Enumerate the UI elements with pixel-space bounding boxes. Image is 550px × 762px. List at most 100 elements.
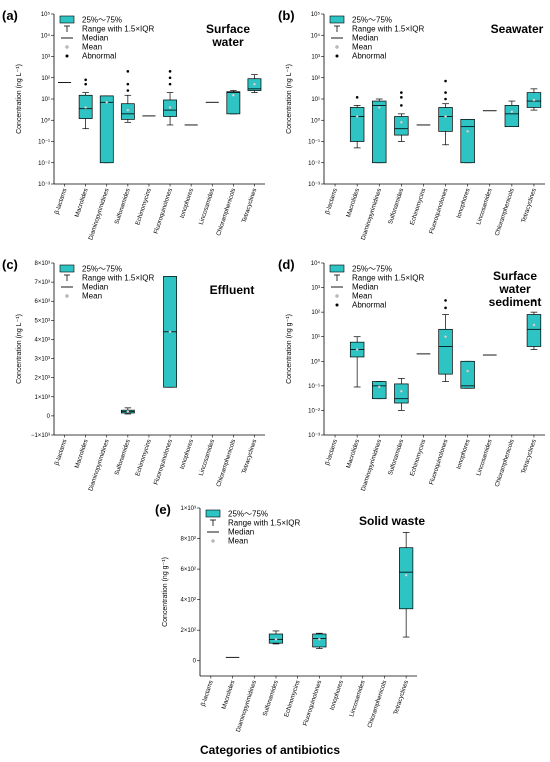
panel-title: water (498, 282, 531, 296)
y-axis-label: Concentration (ng L⁻¹) (16, 64, 23, 134)
x-tick-label: Sulfonamides (387, 187, 405, 225)
box-mean-point (404, 573, 408, 577)
box-Ionophores (460, 360, 475, 389)
y-tick-label: 2×10³ (34, 376, 50, 382)
box-mean-point (126, 108, 130, 112)
y-tick-label: 10⁰ (311, 117, 321, 124)
y-tick-label: 10⁵ (41, 11, 51, 18)
y-tick-label: 2×10² (180, 628, 196, 634)
y-tick-label: 10⁻¹ (308, 140, 320, 146)
y-tick-label: 8×10³ (34, 261, 50, 267)
panel-d: 10⁻³ 10⁻² 10⁻¹ 10⁰ 10¹ 10² 10³ 10⁴ β-lactams Macr… (278, 257, 545, 492)
y-axis-label: Concentration (ng L⁻¹) (286, 64, 293, 134)
box-outlier-point (400, 104, 403, 107)
legend-mean-swatch (335, 45, 339, 49)
legend-mean-label: Mean (82, 43, 102, 52)
legend-box-label: 25%～75% (82, 16, 122, 25)
y-tick-label: 4×10² (180, 598, 196, 604)
legend-mean-swatch (65, 294, 69, 298)
box-Macrolides (78, 78, 93, 130)
x-tick-label: β-lactams (53, 438, 68, 466)
x-tick-label: Tetracyclines (520, 438, 538, 474)
x-tick-label: Ionophores (455, 438, 471, 470)
y-tick-label: 10¹ (311, 335, 320, 341)
x-tick-label: Echinomycins (409, 187, 427, 225)
legend-box-swatch (329, 15, 345, 24)
legend-box-label: 25%～75% (82, 265, 122, 274)
y-tick-label: 6×10² (180, 567, 196, 573)
legend-mean-swatch (335, 294, 339, 298)
box-outlier-point (126, 82, 130, 86)
legend-mean-swatch (211, 539, 215, 543)
panel-title: Surface (206, 22, 250, 36)
box-Fluoroquinolones (163, 70, 177, 126)
box-outlier-point (444, 97, 447, 101)
legend-mean-label: Mean (82, 292, 102, 301)
box-outlier-point (84, 78, 87, 82)
x-tick-label: Diaminopyrimidines (87, 187, 110, 241)
y-tick-label: 10² (311, 76, 320, 82)
box-Macrolides (349, 96, 365, 149)
box-Diaminopyrimidines (99, 95, 114, 164)
box-mean-point (377, 385, 381, 389)
box-mean-point (377, 106, 381, 109)
x-tick-label: β-lactams (324, 438, 339, 466)
x-tick-label: Fluoroquinolones (428, 187, 449, 234)
panel-label: (d) (278, 257, 295, 272)
legend-box-label: 25%～75% (228, 510, 268, 519)
y-tick-label: 5×10³ (34, 318, 50, 324)
box-mean-point (466, 369, 469, 373)
box-iqr (438, 107, 453, 132)
x-tick-label: Diaminopyrimidines (360, 438, 383, 492)
x-tick-label: Chloramphenicols (494, 438, 516, 487)
box-iqr (372, 100, 387, 164)
panel-title: Effluent (210, 283, 255, 297)
y-tick-label: −1×10³ (31, 433, 50, 439)
legend-range-label: Range with 1.5×IQR (228, 519, 300, 528)
box-Sulfonamides (120, 70, 135, 123)
x-tick-label: Tetracyclines (241, 438, 259, 474)
box-Sulfonamides (120, 407, 135, 415)
box-Macrolides (349, 336, 365, 388)
legend-box-swatch (205, 509, 221, 518)
x-tick-label: Echinomycins (134, 438, 152, 476)
box-mean-point (444, 115, 447, 118)
box-outlier-point (355, 96, 359, 99)
box-mean-point (126, 410, 130, 413)
box-iqr (460, 119, 475, 164)
box-Chloramphenicols (226, 90, 241, 115)
x-tick-label: β-lactams (324, 187, 339, 215)
box-Fluoroquinolones (312, 632, 327, 649)
x-tick-label: Macrolides (345, 438, 361, 469)
x-tick-label: Fluoroquinolones (153, 187, 174, 234)
y-tick-label: 10² (41, 76, 50, 82)
y-tick-label: 7×10³ (34, 280, 50, 286)
box-Fluoroquinolones (438, 79, 453, 146)
y-axis-label: Concentration (ng g⁻¹) (162, 557, 169, 627)
box-Tetracyclines (399, 532, 414, 638)
x-tick-label: Echinomycins (134, 187, 152, 225)
x-tick-label: Ionophores (329, 679, 345, 711)
x-tick-label: Sulfonamides (387, 438, 405, 476)
box-mean-point (84, 106, 88, 109)
box-mean-point (105, 100, 109, 104)
x-tick-label: Diaminopyrimidines (360, 187, 383, 241)
box-mean-point (510, 110, 514, 114)
box-Fluoroquinolones (163, 276, 177, 388)
y-tick-label: 10³ (311, 55, 320, 61)
legend-box-label: 25%～75% (352, 265, 392, 274)
x-tick-label: Diaminopyrimidines (235, 679, 258, 733)
box-mean-point (168, 330, 172, 334)
panel-label: (a) (2, 8, 18, 23)
y-tick-label: 1×10³ (180, 506, 196, 512)
x-tick-label: Sulfonamides (114, 438, 132, 476)
x-tick-label: Macrolides (345, 187, 361, 218)
box-mean-point (274, 637, 278, 641)
x-tick-label: Ionophores (455, 187, 471, 219)
box-iqr (99, 95, 114, 164)
y-tick-label: 10⁴ (311, 32, 321, 39)
x-tick-label: Tetracyclines (520, 187, 538, 223)
box-iqr (349, 107, 365, 142)
y-tick-label: 0 (193, 659, 197, 665)
box-iqr (460, 360, 475, 389)
